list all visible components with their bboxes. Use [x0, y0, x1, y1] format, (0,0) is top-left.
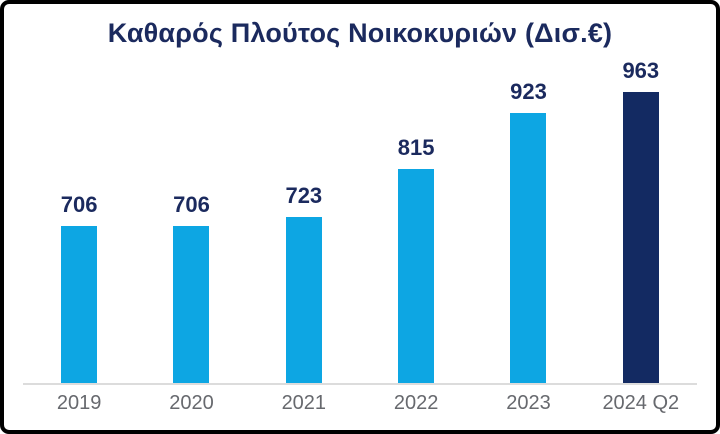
- bar-2021: [285, 217, 322, 383]
- bar-slot: 923: [472, 60, 584, 383]
- bar-slot: 815: [360, 60, 472, 383]
- bar-value-label: 723: [285, 183, 323, 208]
- bar-2022: [398, 169, 435, 383]
- x-axis-labels: 2019 2020 2021 2022 2023 2024 Q2: [23, 392, 697, 414]
- bar-value-label: 706: [173, 192, 210, 217]
- bar-value-label: 706: [60, 192, 98, 217]
- x-axis-label: 2023: [506, 392, 551, 414]
- bar-2024-q2: [622, 92, 659, 383]
- bar-2023: [510, 113, 547, 383]
- x-axis-line: [23, 383, 697, 385]
- bar-slot: 706: [23, 60, 135, 383]
- bar-2019: [61, 226, 98, 383]
- x-axis-label: 2021: [281, 392, 327, 414]
- x-axis-label: 2020: [169, 392, 214, 414]
- bar-value-label: 923: [510, 79, 547, 104]
- bar-slot: 706: [135, 60, 247, 383]
- bar-2020: [173, 226, 210, 383]
- chart-title: Καθαρός Πλούτος Νοικοκυριών (Δισ.€): [107, 18, 613, 48]
- x-axis-label: 2024 Q2: [602, 392, 680, 414]
- bar-slot: 963: [585, 60, 697, 383]
- x-axis-label: 2022: [393, 392, 439, 414]
- plot-area: 706 706 723 815 923 963: [23, 60, 697, 383]
- bar-value-label: 815: [397, 135, 435, 160]
- x-axis-label: 2019: [56, 392, 102, 414]
- bar-slot: 723: [248, 60, 360, 383]
- bar-value-label: 963: [622, 58, 660, 83]
